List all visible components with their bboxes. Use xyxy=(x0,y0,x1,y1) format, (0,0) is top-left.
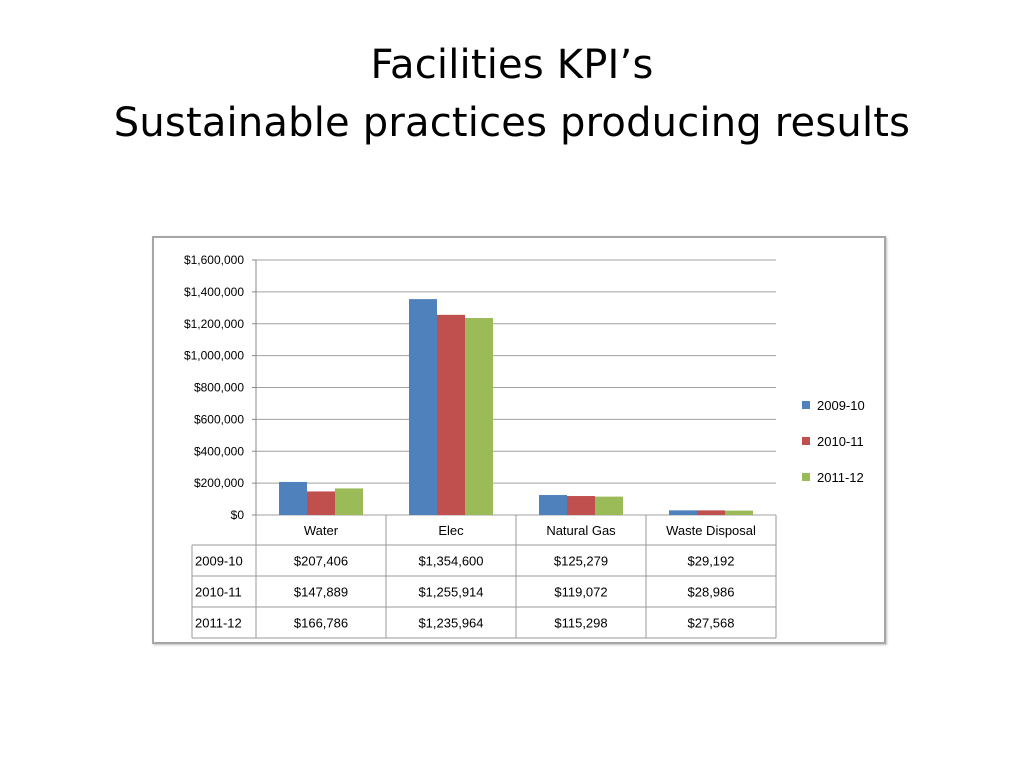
table-cell-value: $1,235,964 xyxy=(418,616,483,631)
y-tick-label: $1,200,000 xyxy=(184,317,244,331)
table-row-label: 2010-11 xyxy=(195,585,242,600)
category-label: Natural Gas xyxy=(546,523,616,538)
bar-2011-12-2 xyxy=(595,496,623,515)
y-tick-label: $600,000 xyxy=(194,412,244,426)
y-tick-label: $800,000 xyxy=(194,381,244,395)
table-cell-value: $28,986 xyxy=(688,585,735,600)
kpi-bar-chart: $0 $200,000 $400,000 $600,000 $800,000 $1,000… xyxy=(184,253,865,639)
table-row-label: 2009-10 xyxy=(195,554,243,569)
chart-frame: $0 $200,000 $400,000 $600,000 $800,000 $1,000… xyxy=(152,236,886,644)
y-tick-label: $1,400,000 xyxy=(184,285,244,299)
bar-2010-11-3 xyxy=(697,510,725,515)
bar-2011-12-0 xyxy=(335,488,363,515)
slide-title: Facilities KPI’s Sustainable practices p… xyxy=(0,36,1024,152)
slide-title-line-1: Facilities KPI’s xyxy=(370,42,654,88)
slide-title-line-2: Sustainable practices producing results xyxy=(113,100,911,146)
legend-label: 2010-11 xyxy=(817,434,864,449)
legend-label: 2011-12 xyxy=(817,470,864,485)
table-cell-value: $166,786 xyxy=(294,616,348,631)
legend-swatch-2010-11 xyxy=(802,437,810,445)
bar-2011-12-3 xyxy=(725,510,753,515)
y-tick-label: $1,000,000 xyxy=(184,349,244,363)
y-tick-label: $200,000 xyxy=(194,476,244,490)
y-tick-label: $400,000 xyxy=(194,444,244,458)
table-row-label: 2011-12 xyxy=(195,616,242,631)
bar-2009-10-3 xyxy=(669,510,697,515)
legend-label: 2009-10 xyxy=(817,398,865,413)
bar-2009-10-1 xyxy=(409,299,437,515)
table-cell-value: $27,568 xyxy=(688,616,735,631)
y-tick-label: $1,600,000 xyxy=(184,253,244,267)
bar-2010-11-1 xyxy=(437,314,465,515)
table-cell-value: $115,298 xyxy=(554,616,607,631)
table-cell-value: $207,406 xyxy=(294,554,348,569)
bar-2010-11-2 xyxy=(567,496,595,515)
legend-swatch-2009-10 xyxy=(802,401,810,409)
legend-swatch-2011-12 xyxy=(802,473,810,481)
bar-2009-10-2 xyxy=(539,495,567,515)
category-label: Water xyxy=(304,523,339,538)
table-cell-value: $147,889 xyxy=(294,585,348,600)
table-cell-value: $1,255,914 xyxy=(418,585,483,600)
y-tick-label: $0 xyxy=(231,508,245,522)
table-cell-value: $1,354,600 xyxy=(418,554,483,569)
bar-2010-11-0 xyxy=(307,491,335,515)
table-cell-value: $29,192 xyxy=(688,554,735,569)
bar-2011-12-1 xyxy=(465,318,493,515)
table-cell-value: $119,072 xyxy=(554,585,607,600)
category-label: Waste Disposal xyxy=(666,523,756,538)
category-label: Elec xyxy=(438,523,464,538)
bar-2009-10-0 xyxy=(279,481,307,515)
table-cell-value: $125,279 xyxy=(554,554,608,569)
